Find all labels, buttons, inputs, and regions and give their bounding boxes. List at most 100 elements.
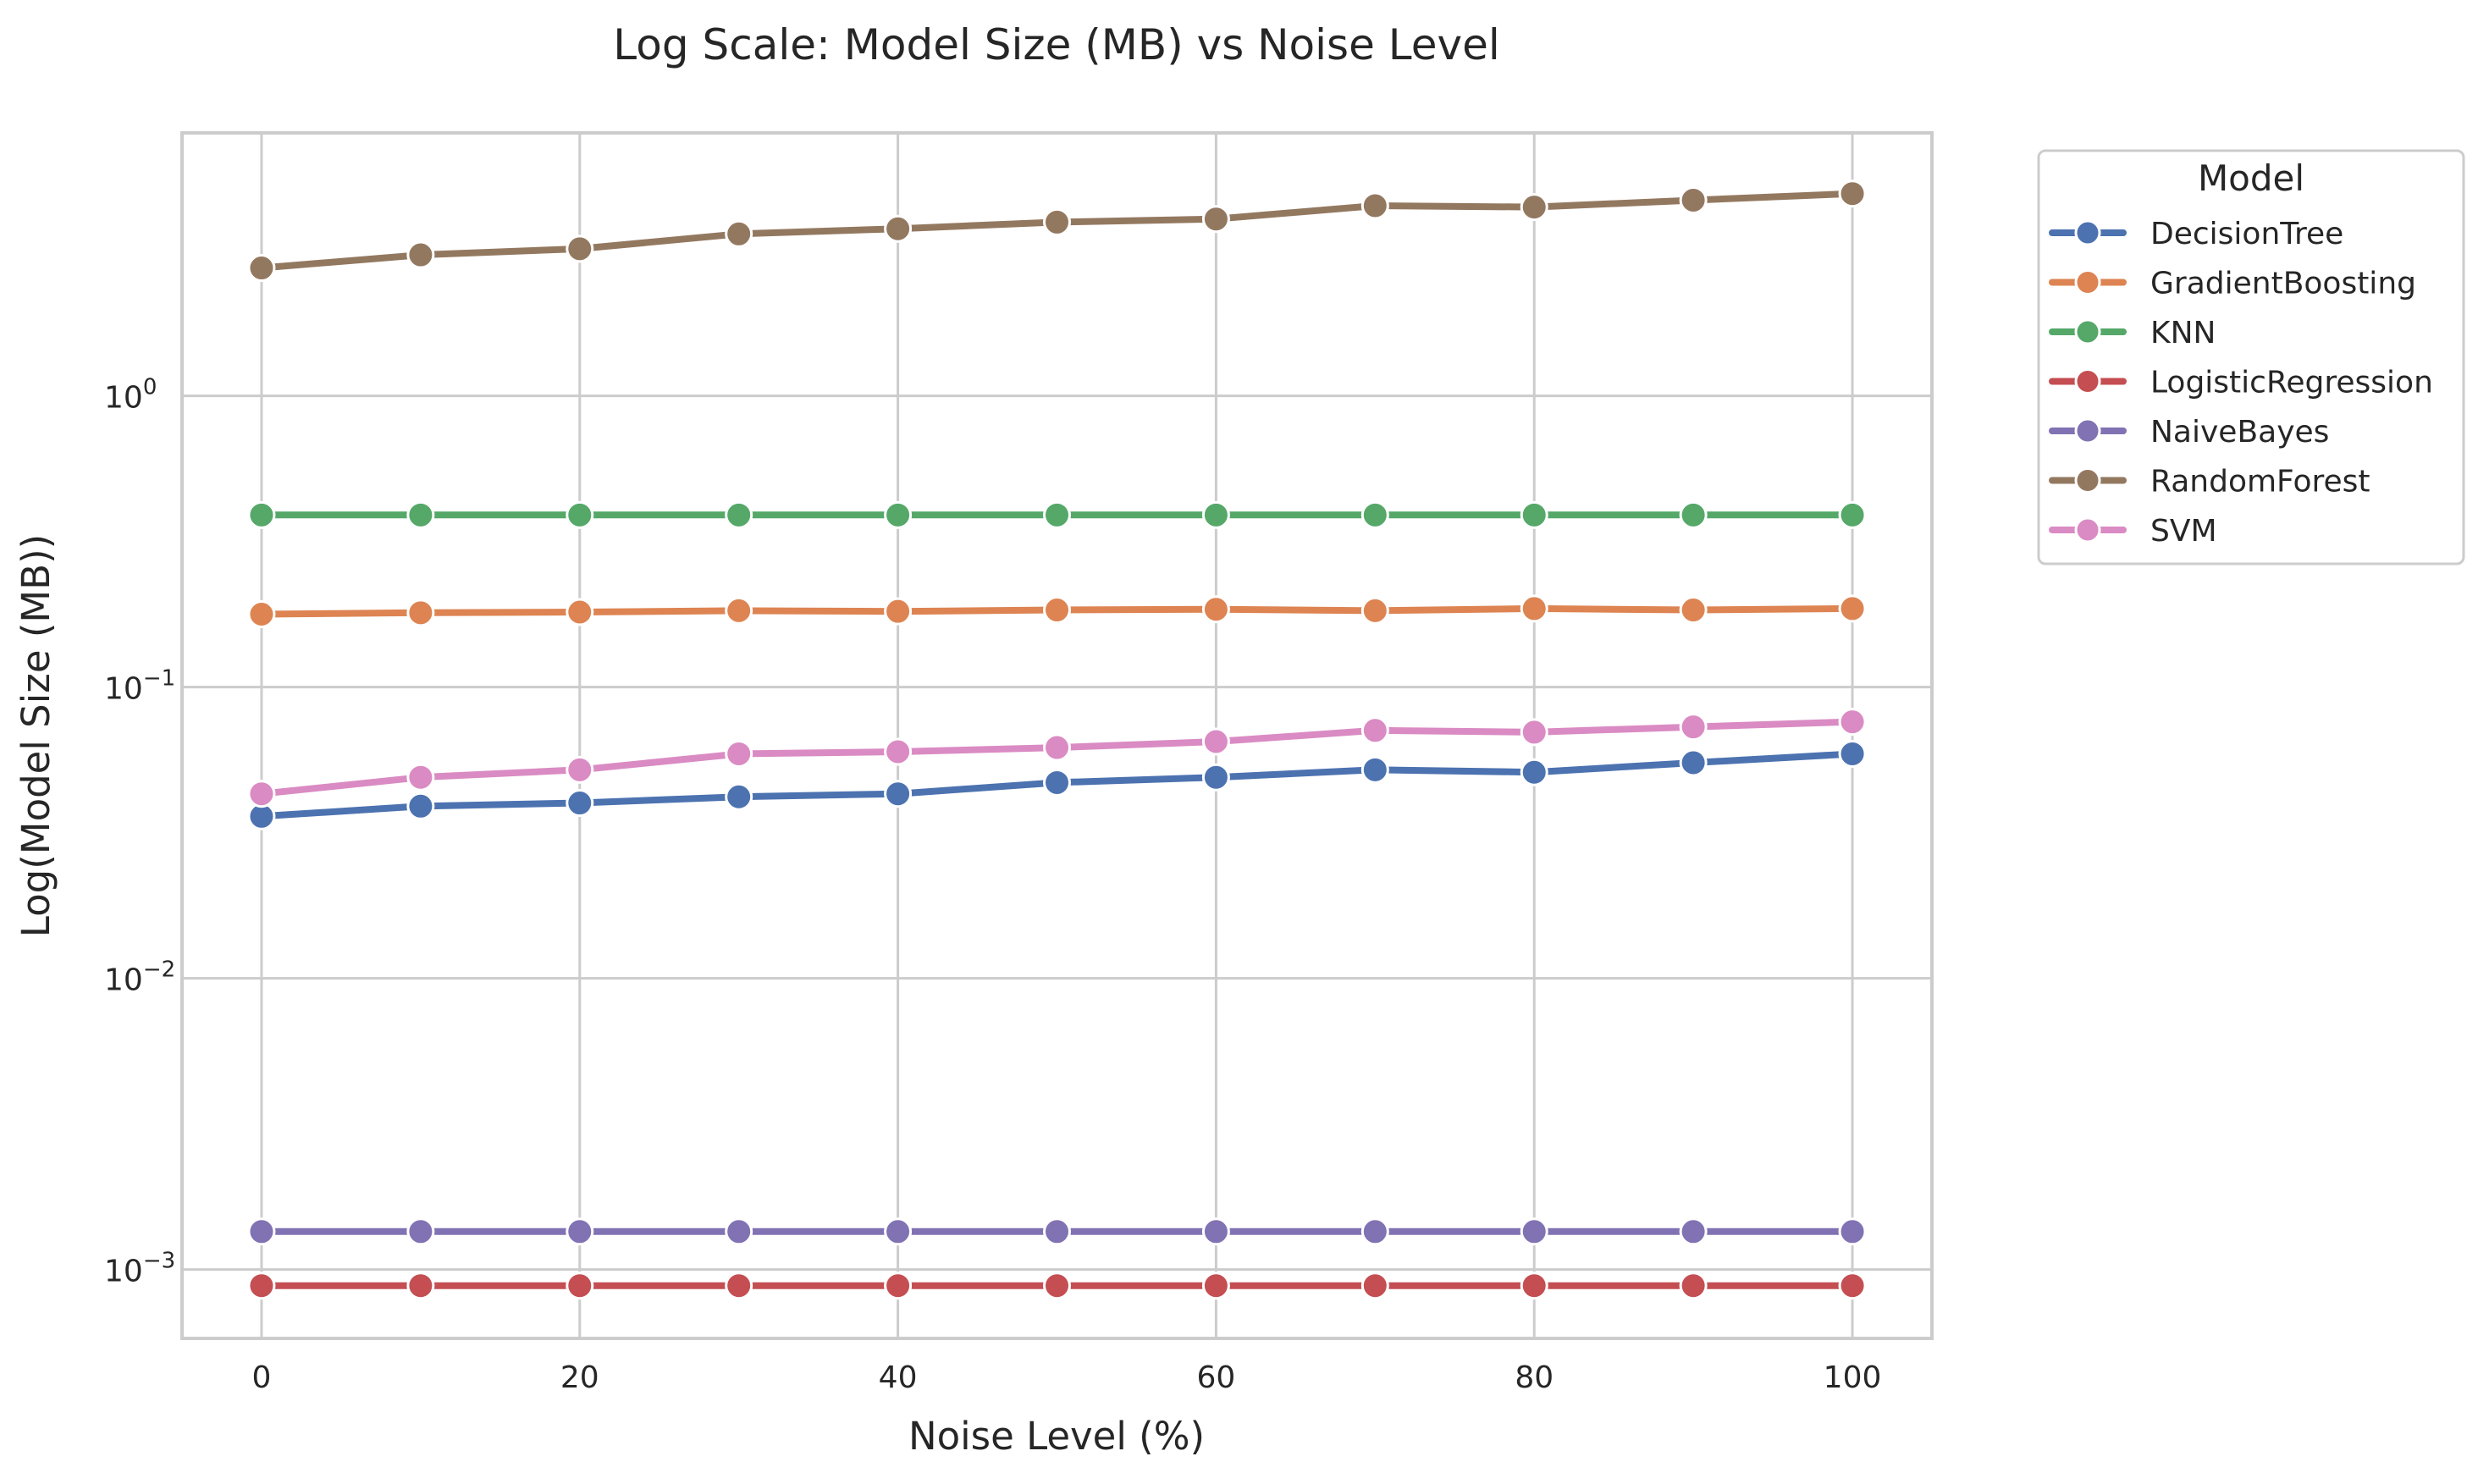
data-point xyxy=(884,1272,913,1300)
data-point xyxy=(566,500,594,529)
data-point xyxy=(1043,207,1071,236)
legend-swatch-marker xyxy=(2074,219,2101,246)
data-point xyxy=(247,1272,276,1300)
y-tick-label: 100 xyxy=(104,375,157,416)
data-point xyxy=(566,234,594,263)
data-point xyxy=(725,596,753,625)
data-point xyxy=(1520,1217,1548,1246)
data-point xyxy=(1360,1217,1389,1246)
data-point xyxy=(247,254,276,283)
data-point xyxy=(1043,768,1071,797)
data-point xyxy=(1201,727,1230,756)
x-tick-label: 80 xyxy=(1515,1360,1554,1395)
legend-item: GradientBoosting xyxy=(2049,267,2416,301)
y-tick-label: 10−1 xyxy=(104,666,175,707)
legend-label: RandomForest xyxy=(2150,465,2370,499)
data-point xyxy=(1679,748,1708,777)
series-layer xyxy=(247,179,1867,1300)
data-point xyxy=(1838,179,1867,208)
series-knn xyxy=(247,500,1867,529)
legend-swatch-marker xyxy=(2074,368,2101,394)
data-point xyxy=(406,240,435,269)
data-point xyxy=(1201,595,1230,624)
legend-item: LogisticRegression xyxy=(2049,366,2433,400)
legend-label: GradientBoosting xyxy=(2150,267,2416,301)
legend-item: SVM xyxy=(2049,514,2217,549)
data-point xyxy=(1360,596,1389,625)
data-point xyxy=(1043,1217,1071,1246)
legend: Model DecisionTree GradientBoosting KNN Log… xyxy=(2037,149,2465,565)
data-point xyxy=(1043,596,1071,625)
y-axis-ticks: 100 10−1 10−2 10−3 xyxy=(104,375,175,1289)
plot-frame xyxy=(180,131,1934,1340)
x-axis-ticks: 0 20 40 60 80 100 xyxy=(252,1360,1882,1395)
data-point xyxy=(1360,1272,1389,1300)
data-point xyxy=(406,792,435,820)
data-point xyxy=(1838,594,1867,623)
data-point xyxy=(1520,718,1548,747)
data-point xyxy=(1520,594,1548,623)
legend-label: DecisionTree xyxy=(2150,217,2343,251)
series-logisticregression xyxy=(247,1272,1867,1300)
legend-swatch-marker xyxy=(2074,318,2101,345)
legend-item: KNN xyxy=(2049,316,2216,350)
legend-item: DecisionTree xyxy=(2049,217,2343,251)
data-point xyxy=(884,214,913,243)
data-point xyxy=(1520,500,1548,529)
data-point xyxy=(566,755,594,784)
x-tick-label: 20 xyxy=(560,1360,599,1395)
data-point xyxy=(1520,758,1548,786)
data-point xyxy=(1679,596,1708,625)
legend-label: NaiveBayes xyxy=(2150,415,2329,450)
data-point xyxy=(1201,1272,1230,1300)
legend-swatch-marker xyxy=(2074,516,2101,543)
x-tick-label: 0 xyxy=(252,1360,272,1395)
data-point xyxy=(247,600,276,629)
data-point xyxy=(884,780,913,808)
data-point xyxy=(1360,755,1389,784)
data-point xyxy=(566,1217,594,1246)
legend-items: DecisionTree GradientBoosting KNN LogisticR… xyxy=(2049,217,2433,549)
data-point xyxy=(884,1217,913,1246)
data-point xyxy=(1043,500,1071,529)
data-point xyxy=(1201,205,1230,234)
x-tick-label: 100 xyxy=(1824,1360,1882,1395)
y-axis-label: Log(Model Size (MB)) xyxy=(14,534,58,937)
data-point xyxy=(884,737,913,766)
legend-label: SVM xyxy=(2150,514,2217,549)
data-point xyxy=(1043,733,1071,762)
y-tick-label: 10−3 xyxy=(104,1249,175,1289)
data-point xyxy=(1838,1272,1867,1300)
legend-swatch-marker xyxy=(2074,269,2101,295)
data-point xyxy=(247,500,276,529)
legend-box xyxy=(2037,149,2465,565)
chart-title: Log Scale: Model Size (MB) vs Noise Leve… xyxy=(613,20,1499,69)
data-point xyxy=(1838,708,1867,736)
x-tick-label: 40 xyxy=(879,1360,918,1395)
legend-title: Model xyxy=(2198,157,2304,199)
data-point xyxy=(725,500,753,529)
data-point xyxy=(725,1272,753,1300)
series-gradientboosting xyxy=(247,594,1867,629)
data-point xyxy=(1520,1272,1548,1300)
data-point xyxy=(1838,500,1867,529)
legend-swatch-marker xyxy=(2074,467,2101,494)
data-point xyxy=(566,1272,594,1300)
data-point xyxy=(1360,191,1389,220)
data-point xyxy=(1201,763,1230,792)
data-point xyxy=(884,500,913,529)
legend-item: RandomForest xyxy=(2049,465,2370,499)
data-point xyxy=(1201,500,1230,529)
data-point xyxy=(566,789,594,818)
data-point xyxy=(247,1217,276,1246)
data-point xyxy=(1679,713,1708,742)
data-point xyxy=(1679,1272,1708,1300)
data-point xyxy=(1360,500,1389,529)
x-tick-label: 60 xyxy=(1197,1360,1236,1395)
data-point xyxy=(1360,716,1389,745)
series-svm xyxy=(247,708,1867,808)
series-decisiontree xyxy=(247,739,1867,830)
data-point xyxy=(1838,1217,1867,1246)
legend-item: NaiveBayes xyxy=(2049,415,2329,450)
